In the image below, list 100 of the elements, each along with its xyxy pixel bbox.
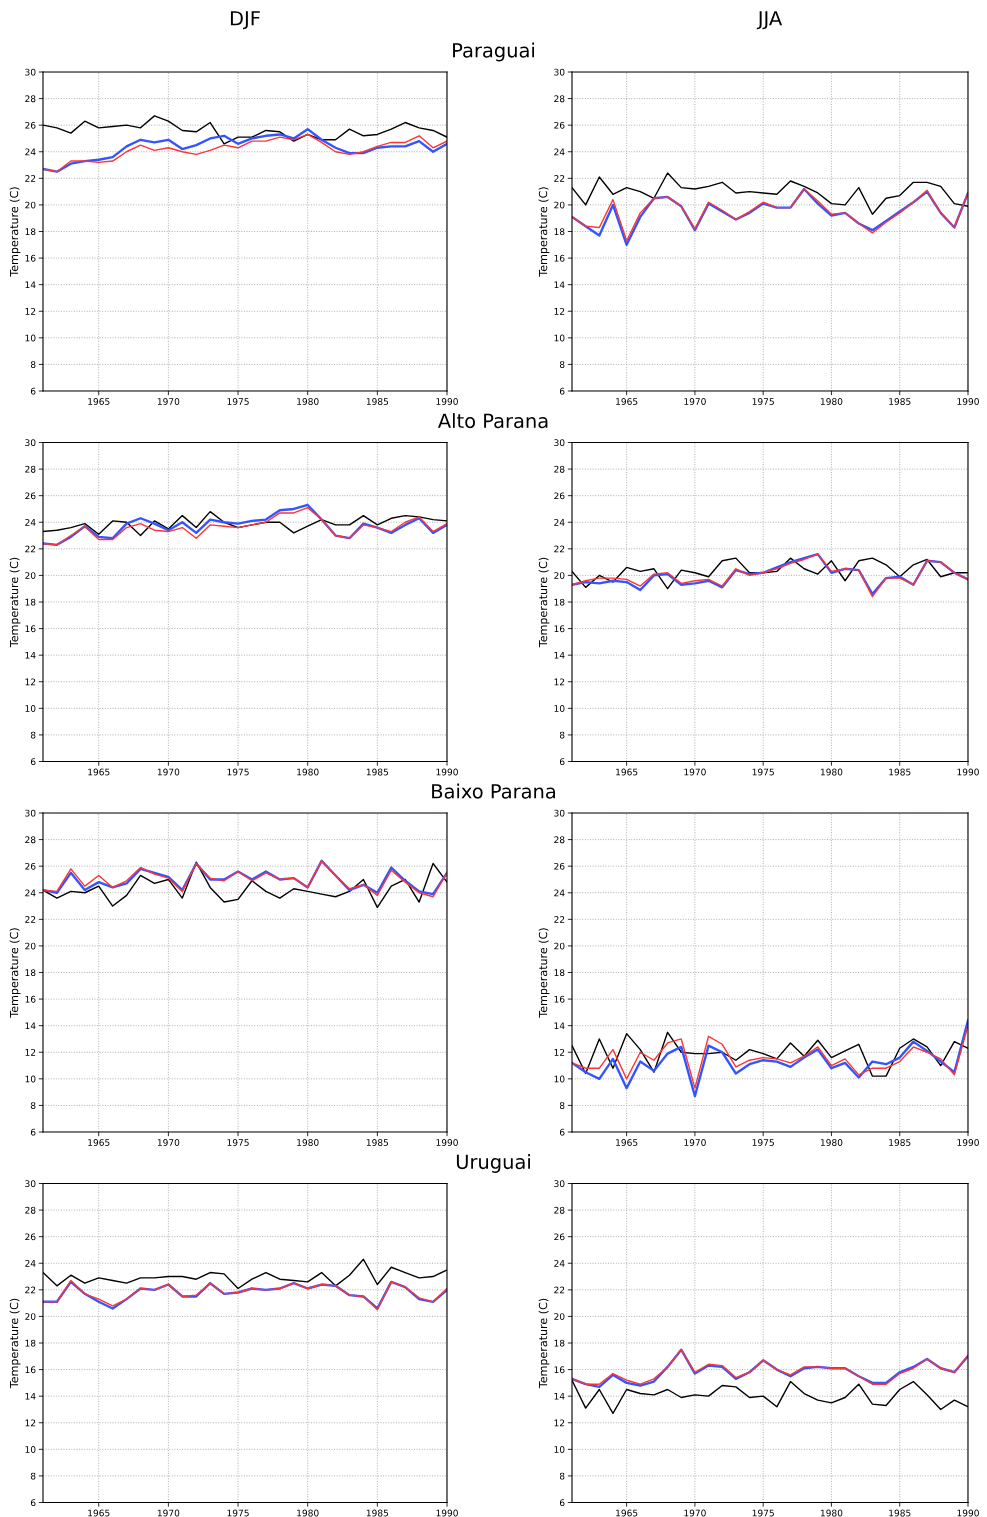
y-tick-label: 18: [554, 1339, 565, 1347]
x-tick-label: 1975: [227, 1139, 249, 1146]
x-tick-label: 1970: [684, 398, 706, 405]
x-tick-label: 1990: [436, 1509, 458, 1517]
y-tick-label: 20: [25, 572, 36, 579]
y-tick-label: 12: [554, 678, 565, 686]
x-tick-label: 1975: [752, 1509, 774, 1517]
y-tick-label: 22: [25, 1286, 36, 1294]
y-tick-label: 6: [559, 758, 565, 766]
y-tick-label: 26: [25, 862, 36, 870]
y-tick-label: 18: [554, 598, 565, 606]
y-tick-label: 30: [25, 68, 36, 76]
x-tick-label: 1980: [820, 398, 843, 405]
y-tick-label: 6: [30, 1128, 36, 1136]
y-tick-label: 30: [554, 68, 565, 76]
y-tick-label: 18: [25, 228, 36, 236]
y-tick-label: 16: [25, 995, 36, 1003]
y-tick-label: 30: [25, 809, 36, 817]
x-tick-label: 1970: [157, 1139, 180, 1146]
y-tick-label: 8: [30, 361, 36, 368]
y-axis-title: Temperature (C): [538, 1298, 550, 1389]
x-tick-label: 1990: [957, 768, 979, 776]
y-axis-title: Temperature (C): [538, 187, 550, 277]
y-tick-label: 30: [25, 1180, 36, 1188]
y-tick-label: 14: [554, 1022, 565, 1030]
x-tick-label: 1990: [957, 398, 979, 405]
y-tick-label: 26: [25, 121, 36, 129]
y-axis-title: Temperature (C): [538, 928, 550, 1018]
y-tick-label: 12: [554, 1048, 565, 1056]
y-tick-label: 14: [554, 652, 565, 659]
x-tick-label: 1965: [616, 1139, 638, 1146]
y-tick-label: 8: [559, 731, 565, 739]
y-tick-label: 20: [554, 942, 565, 950]
y-tick-label: 8: [30, 731, 36, 739]
y-tick-label: 30: [25, 439, 36, 447]
y-tick-label: 14: [25, 1022, 36, 1030]
y-axis-title: Temperature (C): [538, 557, 550, 648]
y-tick-label: 16: [25, 254, 36, 262]
x-tick-label: 1985: [889, 768, 911, 776]
x-tick-label: 1970: [157, 1509, 180, 1517]
y-tick-label: 16: [25, 625, 36, 633]
y-tick-label: 24: [25, 518, 36, 526]
y-tick-label: 14: [554, 281, 565, 289]
x-tick-label: 1985: [889, 1509, 911, 1517]
y-tick-label: 26: [25, 492, 36, 500]
y-tick-label: 14: [25, 1393, 36, 1400]
y-tick-label: 6: [559, 1499, 565, 1507]
x-tick-label: 1970: [157, 768, 180, 776]
y-tick-label: 22: [25, 916, 36, 923]
y-tick-label: 12: [554, 307, 565, 315]
y-tick-label: 16: [25, 1366, 36, 1374]
y-tick-label: 24: [25, 1259, 36, 1267]
x-tick-label: 1975: [227, 398, 249, 405]
y-tick-label: 8: [30, 1102, 36, 1109]
x-tick-label: 1980: [820, 768, 843, 776]
y-tick-label: 24: [25, 889, 36, 897]
x-tick-label: 1970: [684, 768, 706, 776]
y-tick-label: 24: [554, 518, 565, 526]
x-tick-label: 1985: [366, 768, 389, 776]
x-tick-label: 1970: [684, 1509, 706, 1517]
y-tick-label: 8: [559, 361, 565, 368]
y-tick-label: 26: [554, 121, 565, 129]
x-tick-label: 1965: [88, 768, 110, 776]
y-tick-label: 10: [25, 334, 36, 342]
chart-subtitle: JJA: [756, 11, 783, 30]
y-tick-label: 22: [25, 545, 36, 553]
y-tick-label: 22: [554, 175, 565, 182]
y-tick-label: 30: [554, 439, 565, 447]
y-tick-label: 20: [554, 572, 565, 579]
x-tick-label: 1975: [752, 768, 774, 776]
y-tick-label: 22: [554, 1286, 565, 1294]
x-tick-label: 1990: [436, 398, 458, 405]
x-tick-label: 1990: [957, 1139, 979, 1146]
y-tick-label: 28: [25, 1206, 36, 1214]
x-tick-label: 1985: [889, 398, 911, 405]
y-tick-label: 26: [554, 492, 565, 500]
y-tick-label: 28: [554, 95, 565, 103]
y-tick-label: 10: [554, 705, 565, 712]
y-tick-label: 28: [554, 836, 565, 844]
x-tick-label: 1965: [616, 398, 638, 405]
y-tick-label: 6: [559, 1128, 565, 1136]
y-tick-label: 30: [554, 1180, 565, 1188]
y-tick-label: 10: [554, 334, 565, 342]
text: Paraguai: [453, 42, 535, 62]
text: Baixo Parana: [432, 783, 556, 799]
y-tick-label: 16: [554, 625, 565, 633]
y-tick-label: 10: [25, 705, 36, 712]
x-tick-label: 1980: [820, 1139, 843, 1146]
y-tick-label: 20: [25, 1313, 36, 1320]
x-tick-label: 1990: [436, 1139, 458, 1146]
y-tick-label: 6: [30, 1499, 36, 1507]
x-tick-label: 1965: [88, 1139, 110, 1146]
y-tick-label: 18: [554, 969, 565, 977]
y-axis-title: Temperature (C): [9, 1298, 21, 1389]
y-tick-label: 10: [554, 1446, 565, 1453]
y-tick-label: 18: [25, 598, 36, 606]
x-tick-label: 1990: [436, 768, 458, 776]
line-series: [572, 1019, 968, 1098]
y-tick-label: 24: [554, 148, 565, 156]
x-tick-label: 1975: [227, 1509, 249, 1517]
